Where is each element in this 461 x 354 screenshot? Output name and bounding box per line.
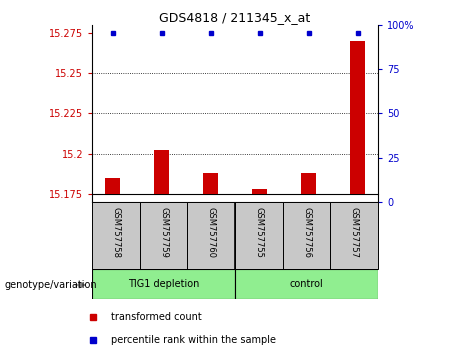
Text: transformed count: transformed count	[111, 312, 201, 322]
Text: GSM757760: GSM757760	[207, 207, 216, 258]
Text: GSM757759: GSM757759	[159, 207, 168, 258]
Text: genotype/variation: genotype/variation	[5, 280, 97, 290]
Text: control: control	[290, 279, 324, 289]
Bar	[235, 269, 378, 299]
Text: GSM757755: GSM757755	[254, 207, 263, 258]
Text: TIG1 depletion: TIG1 depletion	[128, 279, 199, 289]
Bar	[188, 202, 235, 269]
Bar	[92, 269, 235, 299]
Text: GSM757756: GSM757756	[302, 207, 311, 258]
Bar	[301, 173, 316, 194]
Bar	[331, 202, 378, 269]
Bar	[105, 178, 120, 194]
Text: GSM757758: GSM757758	[112, 207, 120, 258]
Bar	[350, 41, 365, 194]
Bar	[252, 189, 267, 194]
Bar	[92, 202, 140, 269]
Bar	[283, 202, 331, 269]
Bar	[154, 150, 169, 194]
Bar	[140, 202, 188, 269]
Bar	[235, 202, 283, 269]
Title: GDS4818 / 211345_x_at: GDS4818 / 211345_x_at	[160, 11, 311, 24]
Text: GSM757757: GSM757757	[350, 207, 359, 258]
Text: percentile rank within the sample: percentile rank within the sample	[111, 335, 276, 346]
Bar	[203, 173, 218, 194]
